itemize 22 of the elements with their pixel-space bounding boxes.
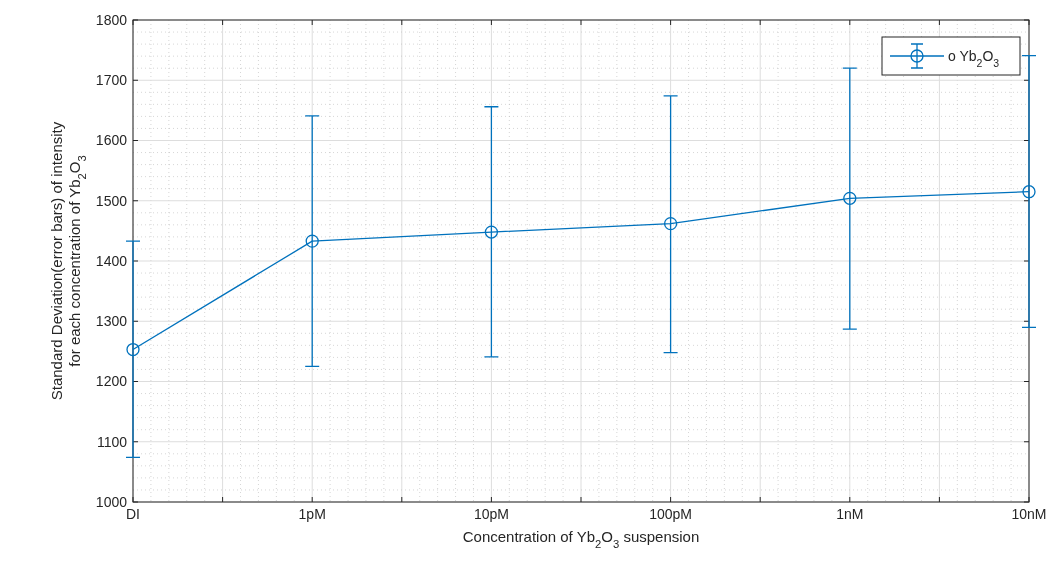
x-tick-label: DI [126, 506, 140, 522]
y-tick-label: 1000 [95, 493, 128, 510]
x-axis-title: Concentration of Yb$_{2}$O$_{3}$ suspension [462, 528, 700, 550]
x-tick-label: 10nM [1011, 506, 1047, 522]
y-tick-label: 1200 [95, 373, 128, 390]
point [1022, 185, 1036, 199]
y-tick-label: 1100 [96, 433, 128, 450]
point [305, 234, 319, 248]
y-tick-label: 1600 [95, 132, 128, 149]
point [484, 225, 499, 239]
legend-label: o Yb$_{2}$O$_{3}$ [948, 47, 1000, 69]
y-tick-label: 1700 [95, 72, 128, 89]
point [843, 191, 857, 205]
x-tick-label: 100pM [649, 506, 693, 522]
y-tick-label: 1300 [95, 313, 128, 330]
x-tick-label: 1nM [836, 506, 864, 522]
y-tick-label: 1400 [95, 252, 128, 269]
y-tick-label: 1800 [95, 11, 128, 28]
x-tick-label: 10pM [473, 506, 509, 522]
point [663, 217, 678, 231]
y-tick-label: 1500 [95, 192, 128, 209]
x-tick-label: 1pM [298, 506, 326, 522]
